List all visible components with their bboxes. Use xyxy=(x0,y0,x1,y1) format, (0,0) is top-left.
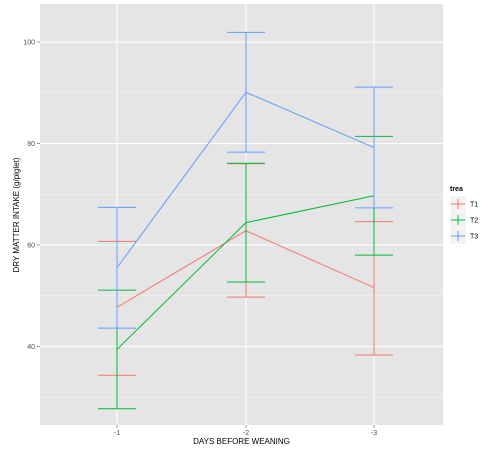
series-t3 xyxy=(98,31,393,329)
legend-label-t1: T1 xyxy=(470,202,478,209)
legend: trea T1 T2 T3 xyxy=(449,186,478,245)
legend-label-t3: T3 xyxy=(470,234,478,241)
y-tick-label: 40 xyxy=(27,344,35,351)
x-axis: -1 -2 -3 xyxy=(114,425,377,437)
legend-title: trea xyxy=(450,186,463,193)
x-tick-label: -3 xyxy=(371,430,377,437)
y-axis: 40 60 80 100 xyxy=(23,40,40,351)
x-tick-label: -2 xyxy=(243,430,249,437)
legend-label-t2: T2 xyxy=(470,218,478,225)
y-tick-label: 80 xyxy=(27,141,35,148)
plot-panel xyxy=(40,4,443,425)
y-axis-title: DRY MATTER INTAKE (g/piglet) xyxy=(12,157,21,272)
x-tick-label: -1 xyxy=(114,430,120,437)
y-tick-label: 60 xyxy=(27,242,35,249)
y-tick-label: 100 xyxy=(23,40,35,47)
x-axis-title: DAYS BEFORE WEANING xyxy=(193,437,290,446)
series-layer xyxy=(98,31,393,410)
